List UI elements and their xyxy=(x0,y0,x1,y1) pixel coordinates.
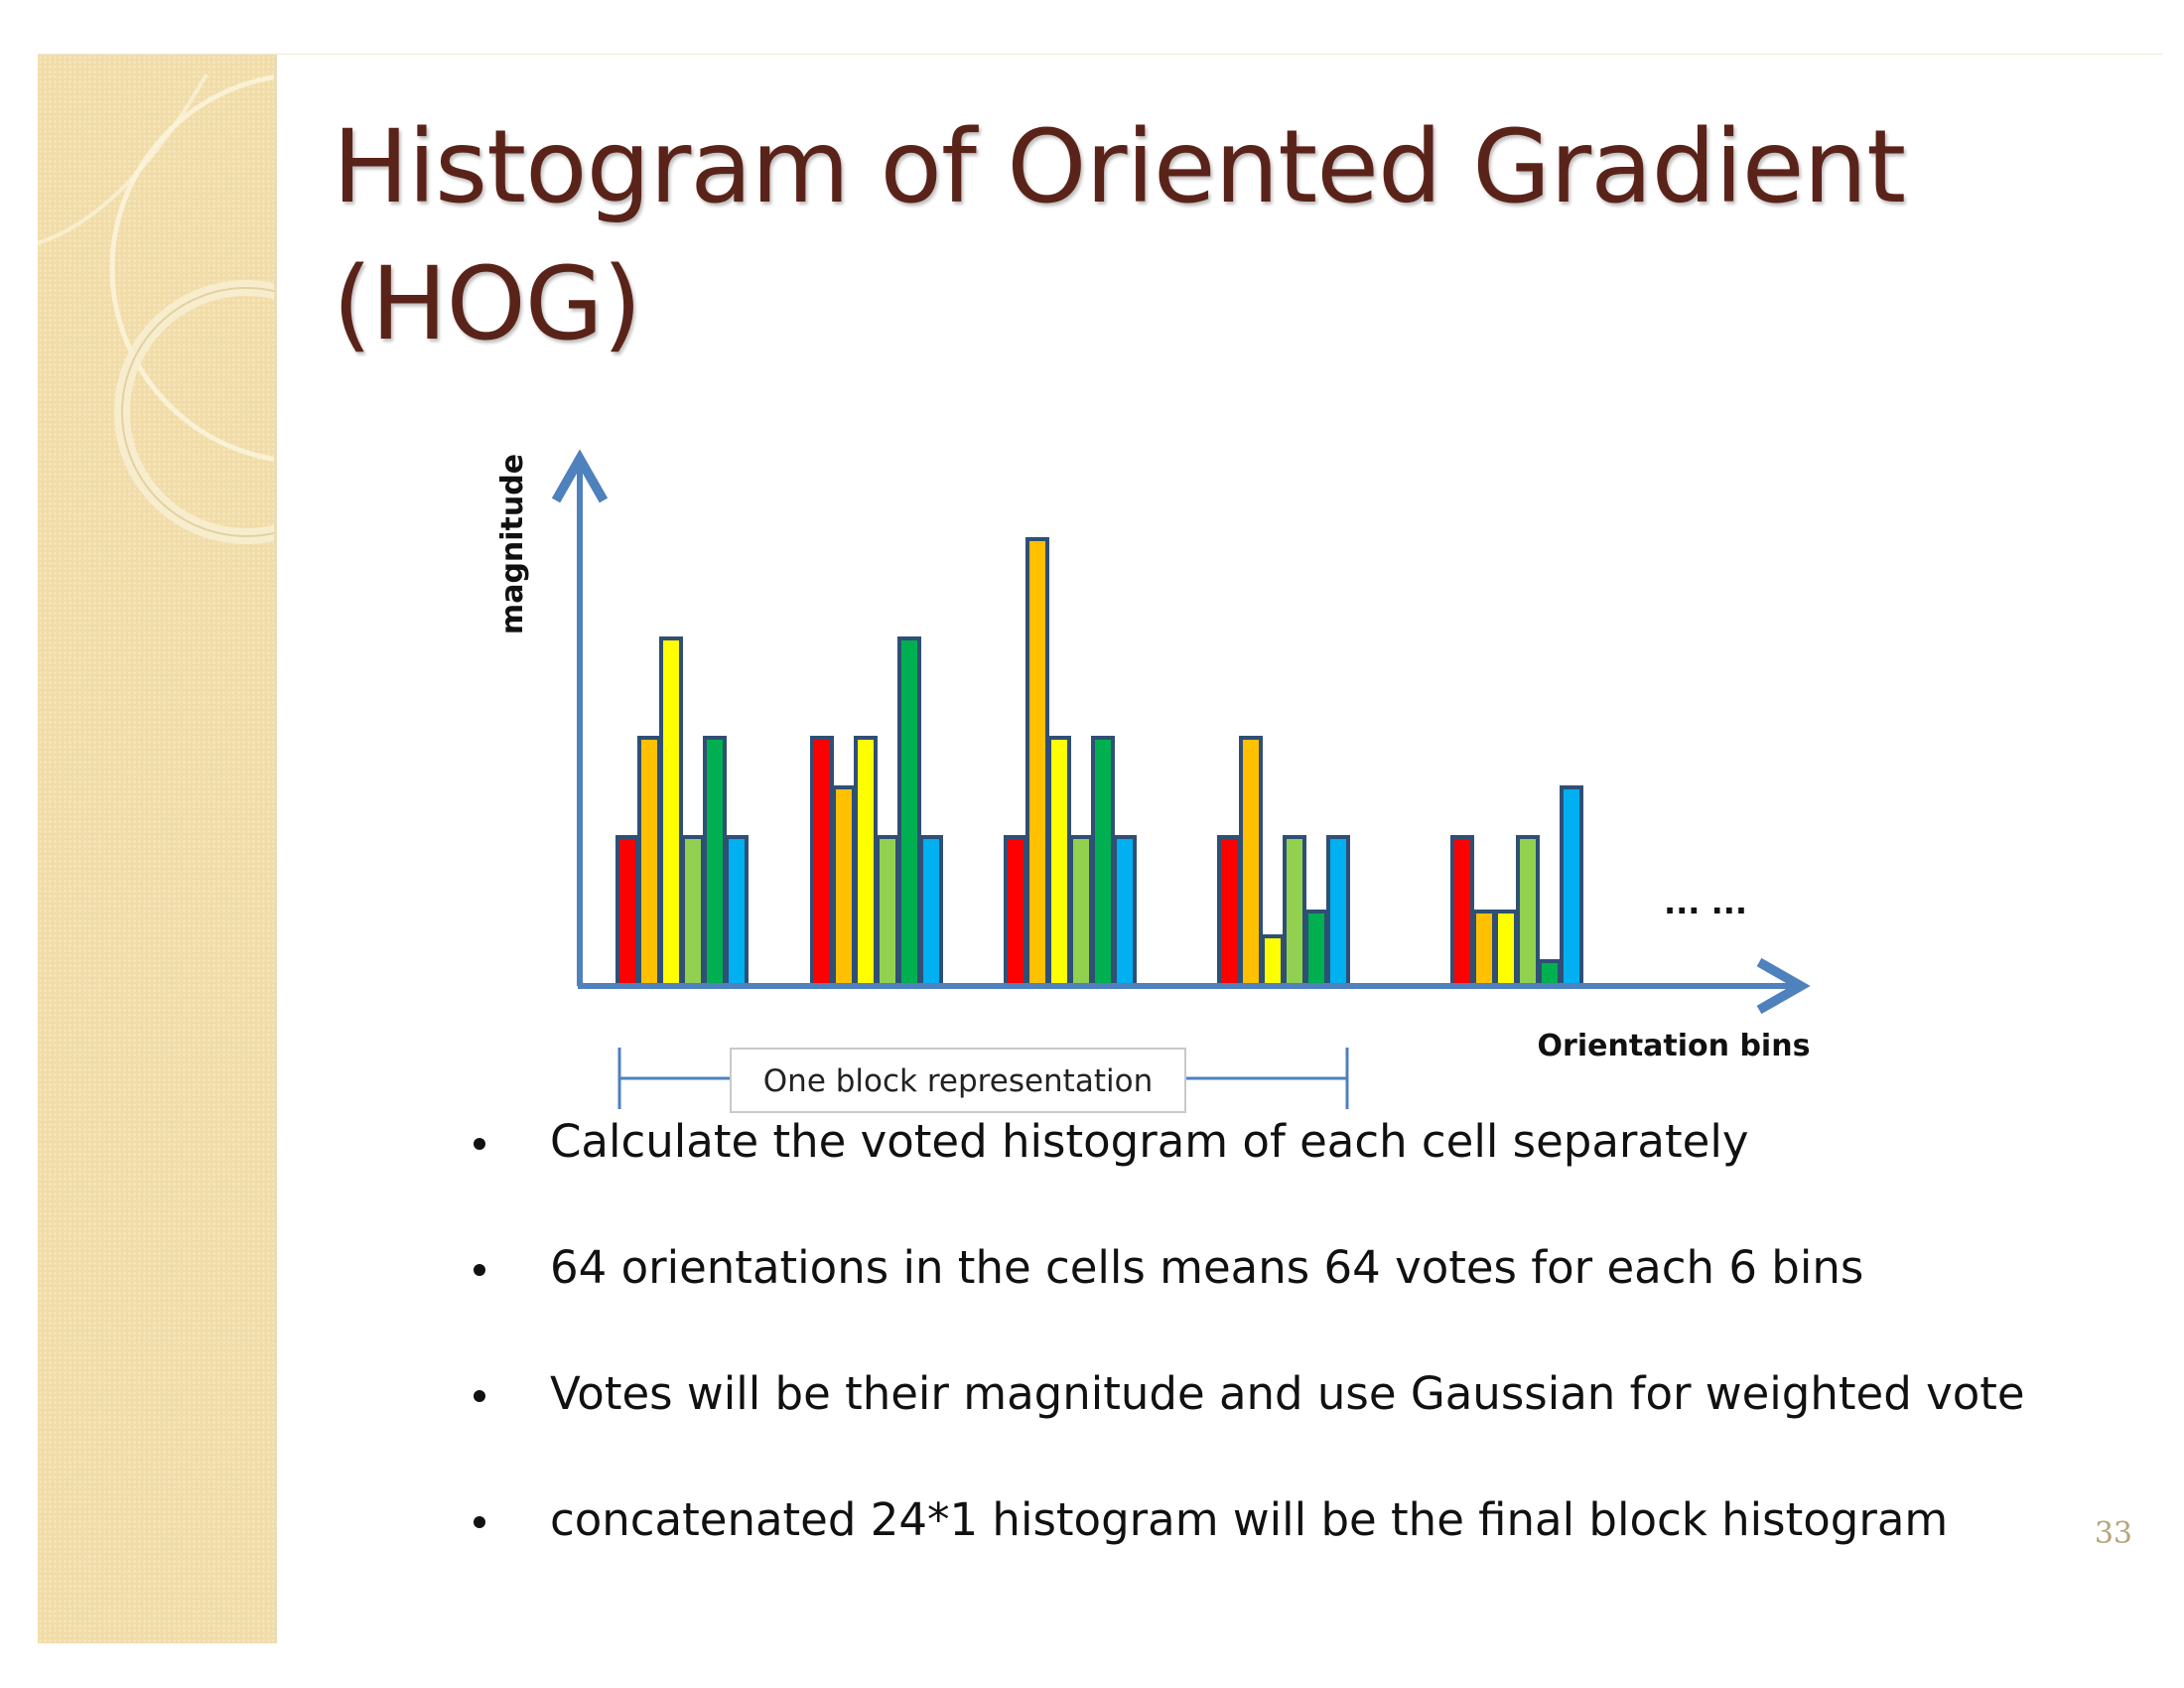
page-number: 33 xyxy=(2094,1516,2132,1551)
histogram-bar-cell2-bin1 xyxy=(810,736,834,988)
bullet-item: concatenated 24*1 histogram will be the … xyxy=(467,1490,2055,1617)
histogram-bar-cell5-bin3 xyxy=(1494,910,1518,988)
histogram-bar-cell2-bin3 xyxy=(854,736,878,988)
histogram-bar-cell5-bin6 xyxy=(1560,785,1583,988)
histogram-bar-cell1-bin3 xyxy=(659,636,683,988)
histogram-bar-cell4-bin5 xyxy=(1304,910,1328,988)
bullet-item: Calculate the voted histogram of each ce… xyxy=(467,1112,2055,1238)
histogram-bar-cell3-bin4 xyxy=(1069,835,1093,988)
x-axis-label: Orientation bins xyxy=(1538,1029,1811,1063)
bullet-text: Votes will be their magnitude and use Ga… xyxy=(550,1367,2025,1420)
continuation-ellipsis: ... ... xyxy=(1664,884,1747,921)
histogram-bar-cell3-bin1 xyxy=(1004,835,1027,988)
bullet-text: 64 orientations in the cells means 64 vo… xyxy=(550,1241,1864,1294)
histogram-bar-cell4-bin4 xyxy=(1283,835,1306,988)
decorative-rings xyxy=(38,73,274,544)
y-axis-label: magnitude xyxy=(495,454,530,634)
bullet-dot-icon xyxy=(474,1516,485,1528)
histogram-bar-cell5-bin2 xyxy=(1472,910,1496,988)
block-bracket: One block representation xyxy=(617,1048,1349,1113)
bullet-list: Calculate the voted histogram of each ce… xyxy=(467,1112,2055,1617)
bullet-item: Votes will be their magnitude and use Ga… xyxy=(467,1364,2055,1490)
histogram-bar-cell4-bin6 xyxy=(1326,835,1350,988)
histogram-bars xyxy=(615,537,1583,988)
bullet-text: Calculate the voted histogram of each ce… xyxy=(550,1115,1749,1168)
bullet-dot-icon xyxy=(474,1264,485,1276)
block-label: One block representation xyxy=(763,1063,1153,1099)
histogram-bar-cell1-bin5 xyxy=(703,736,727,988)
histogram-bar-cell3-bin3 xyxy=(1047,736,1071,988)
bullet-text: concatenated 24*1 histogram will be the … xyxy=(550,1493,1949,1546)
bullet-dot-icon xyxy=(474,1138,485,1150)
histogram-bar-cell1-bin1 xyxy=(615,835,639,988)
histogram-bar-cell2-bin4 xyxy=(876,835,899,988)
histogram-bar-cell3-bin2 xyxy=(1025,537,1049,988)
histogram-bar-cell1-bin2 xyxy=(637,736,661,988)
histogram-bar-cell5-bin4 xyxy=(1516,835,1540,988)
histogram-bar-cell2-bin5 xyxy=(897,636,921,988)
histogram-bar-cell2-bin2 xyxy=(832,785,856,988)
decorative-sidebar xyxy=(38,55,277,1643)
histogram-bar-cell2-bin6 xyxy=(919,835,943,988)
histogram-bar-cell1-bin4 xyxy=(681,835,705,988)
histogram-bar-cell5-bin1 xyxy=(1450,835,1474,988)
histogram-bar-cell1-bin6 xyxy=(725,835,749,988)
slide-title: Histogram of Oriented Gradient (HOG) xyxy=(333,108,1906,363)
histogram-bar-cell3-bin6 xyxy=(1113,835,1137,988)
histogram-bar-cell4-bin1 xyxy=(1217,835,1241,988)
histogram-bar-cell5-bin5 xyxy=(1538,959,1562,988)
histogram-bar-cell4-bin3 xyxy=(1261,934,1285,988)
bullet-dot-icon xyxy=(474,1390,485,1402)
histogram-bar-cell3-bin5 xyxy=(1091,736,1115,988)
histogram-bar-cell4-bin2 xyxy=(1239,736,1263,988)
bullet-item: 64 orientations in the cells means 64 vo… xyxy=(467,1238,2055,1364)
slide xyxy=(38,54,2162,1643)
